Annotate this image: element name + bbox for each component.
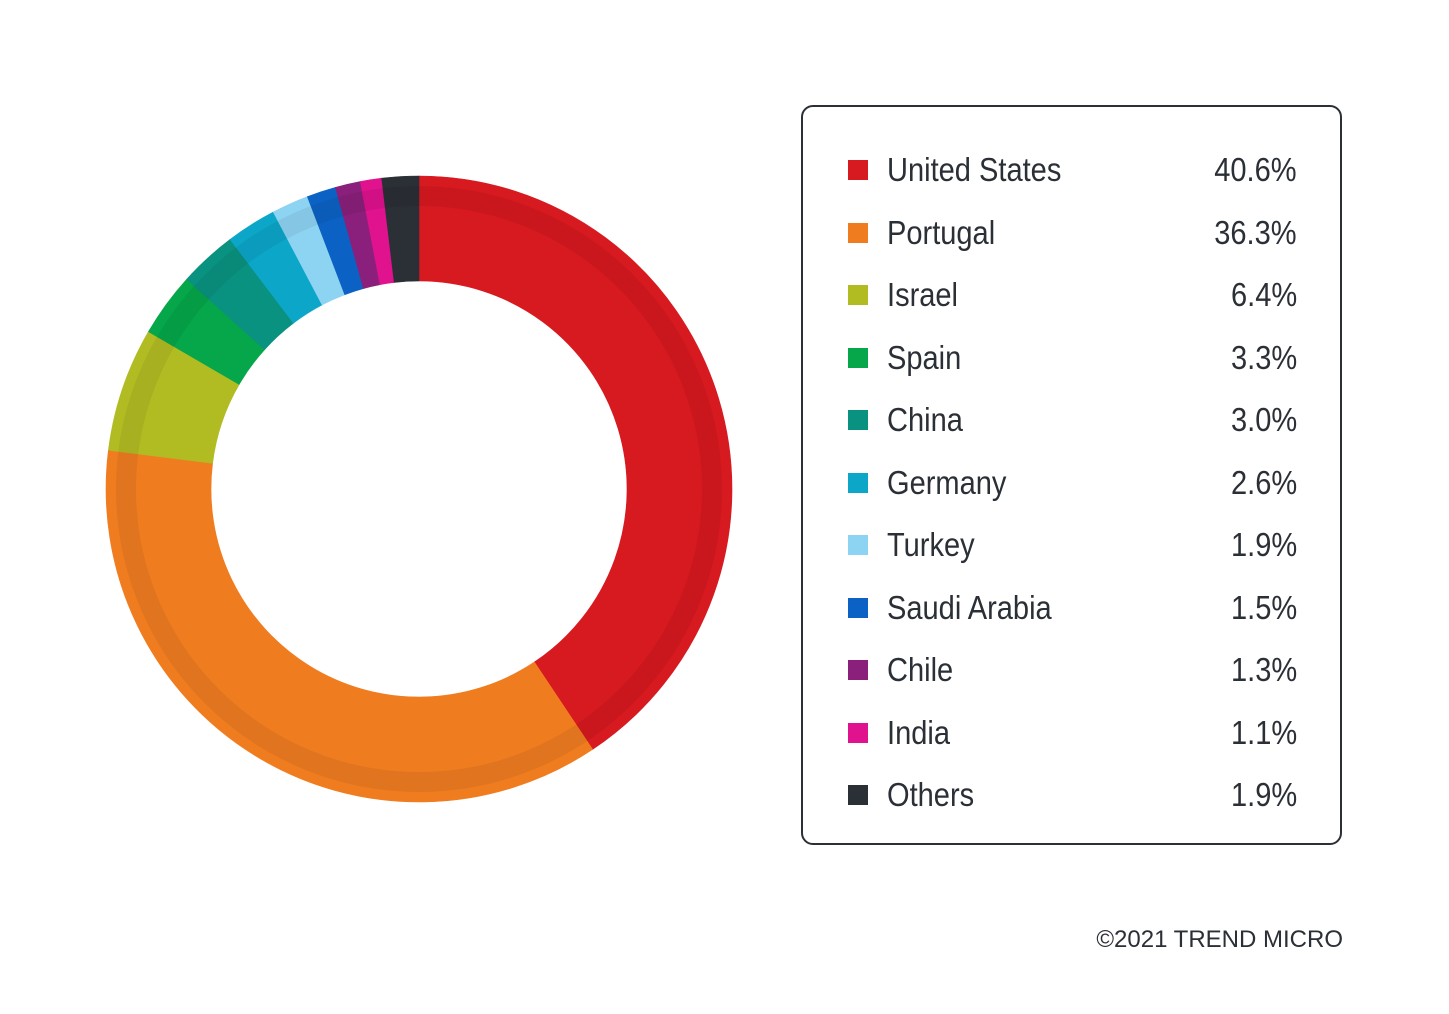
legend-swatch	[848, 535, 868, 555]
legend-label: Turkey	[887, 526, 975, 563]
legend-label: Others	[887, 776, 975, 813]
legend-value: 3.0%	[1230, 401, 1297, 438]
legend-value: 1.9%	[1230, 776, 1297, 813]
legend-label: India	[887, 713, 950, 751]
legend-item-turkey: Turkey 1.9%	[803, 525, 1340, 565]
legend-value: 1.5%	[1230, 588, 1297, 626]
legend-item-germany: Germany 2.6%	[803, 463, 1340, 503]
legend-label: Portugal	[887, 213, 996, 251]
legend-item-india: India 1.1%	[803, 713, 1340, 753]
legend-swatch	[848, 597, 868, 618]
donut-slice-others	[381, 175, 420, 283]
legend-swatch	[848, 785, 868, 805]
legend-item-others: Others 1.9%	[803, 775, 1340, 815]
donut-slice-portugal	[105, 449, 594, 803]
legend-item-saudi-arabia: Saudi Arabia 1.5%	[803, 588, 1340, 628]
legend-value: 3.3%	[1230, 338, 1297, 376]
legend-label: Germany	[887, 463, 1007, 501]
legend-swatch	[848, 160, 868, 180]
legend-item-spain: Spain 3.3%	[803, 338, 1340, 378]
legend-label: Israel	[887, 276, 959, 313]
legend-label: Saudi Arabia	[887, 588, 1052, 626]
legend-value: 1.9%	[1230, 526, 1297, 563]
legend-label: Spain	[887, 338, 962, 376]
legend-value: 1.1%	[1230, 713, 1297, 751]
legend-item-israel: Israel 6.4%	[803, 275, 1340, 315]
legend-value: 36.3%	[1214, 213, 1297, 251]
legend-value: 2.6%	[1230, 463, 1297, 501]
legend-value: 6.4%	[1230, 276, 1297, 313]
legend-swatch	[848, 347, 868, 368]
legend-value: 40.6%	[1214, 151, 1297, 188]
legend-swatch	[848, 660, 868, 680]
legend: United States 40.6% Portugal 36.3% Israel 6.4…	[801, 105, 1342, 845]
donut-slice-united-states	[418, 175, 733, 750]
legend-swatch	[848, 285, 868, 305]
legend-swatch	[848, 472, 868, 493]
legend-item-portugal: Portugal 36.3%	[803, 213, 1340, 253]
legend-item-united-states: United States 40.6%	[803, 150, 1340, 190]
legend-swatch	[848, 410, 868, 430]
legend-swatch	[848, 722, 868, 743]
donut-svg	[105, 175, 733, 803]
copyright-text: ©2021 TREND MICRO	[1096, 926, 1343, 953]
legend-label: Chile	[887, 651, 954, 688]
legend-item-china: China 3.0%	[803, 400, 1340, 440]
legend-label: United States	[887, 151, 1062, 188]
donut-bevel-shade	[116, 186, 722, 792]
legend-label: China	[887, 401, 963, 438]
legend-swatch	[848, 222, 868, 243]
legend-item-chile: Chile 1.3%	[803, 650, 1340, 690]
legend-value: 1.3%	[1230, 651, 1297, 688]
donut-chart	[105, 175, 733, 803]
